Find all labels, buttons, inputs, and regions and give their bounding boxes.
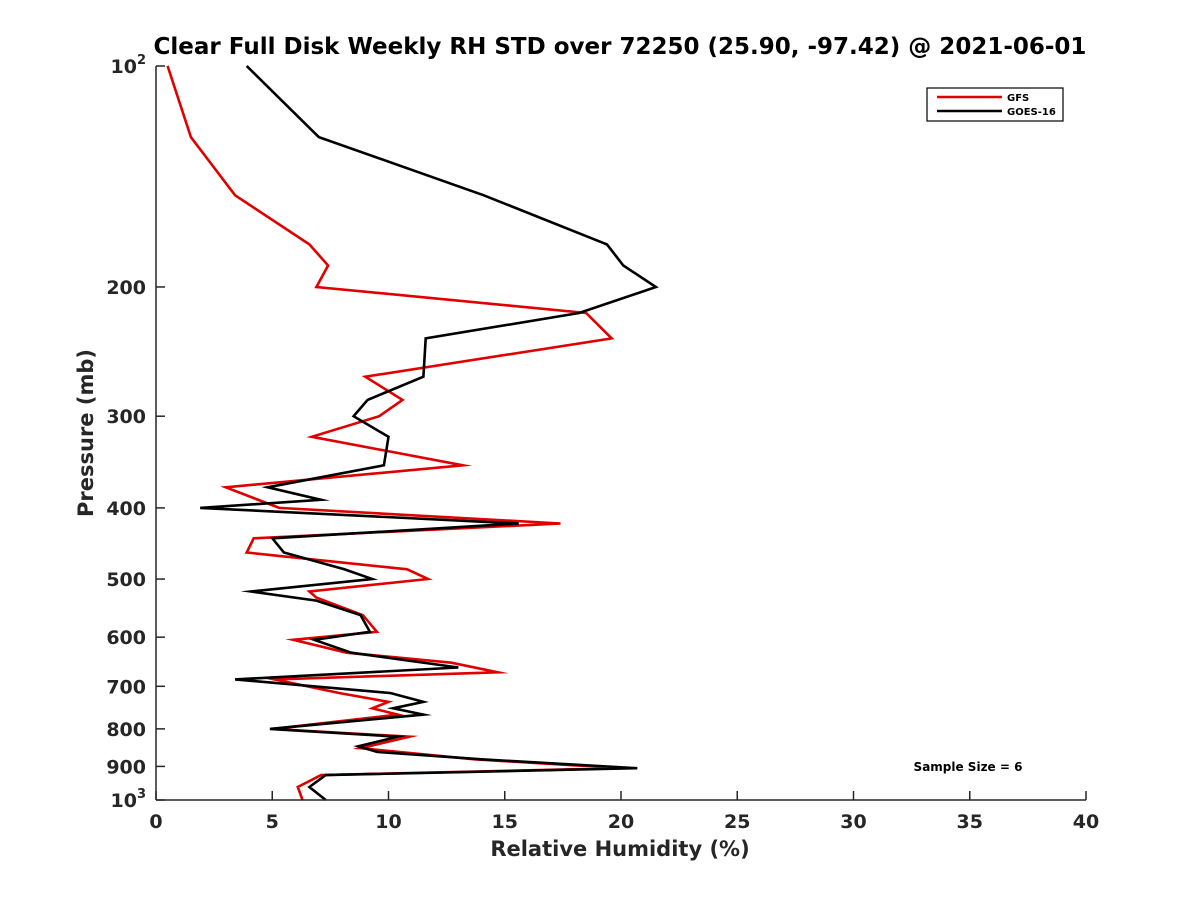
y-tick-label: 102 — [111, 53, 147, 78]
axes-layer: 0 5 10 15 20 25 30 35 40 102 200 300 400 500 600 700 800… — [106, 53, 1099, 833]
legend: GFS GOES-16 — [926, 87, 1064, 122]
y-tick-label: 800 — [106, 719, 146, 741]
chart-title: Clear Full Disk Weekly RH STD over 72250… — [154, 34, 1087, 60]
x-tick-label: 0 — [149, 811, 162, 833]
y-tick-label: 900 — [106, 756, 146, 778]
legend-label-gfs: GFS — [1007, 93, 1029, 104]
y-tick-label: 600 — [106, 627, 146, 649]
legend-box — [926, 87, 1064, 122]
x-tick-label: 10 — [375, 811, 401, 833]
x-tick-label: 40 — [1073, 811, 1099, 833]
y-tick-label: 400 — [106, 498, 146, 520]
x-tick-label: 35 — [957, 811, 983, 833]
series-layer — [166, 65, 659, 802]
x-tick-label: 30 — [840, 811, 866, 833]
axes-background — [156, 66, 1086, 800]
x-axis-title: Relative Humidity (%) — [490, 837, 749, 861]
x-tick-label: 25 — [724, 811, 750, 833]
sample-size-annotation: Sample Size = 6 — [914, 760, 1023, 774]
y-tick-label: 103 — [111, 787, 147, 812]
legend-label-goes-16: GOES-16 — [1007, 107, 1056, 118]
plot-area — [156, 66, 1086, 800]
x-tick-label: 5 — [266, 811, 279, 833]
series-line-goes-16 — [200, 65, 659, 802]
x-tick-label: 15 — [492, 811, 518, 833]
x-tick-label: 20 — [608, 811, 634, 833]
y-tick-label: 500 — [106, 569, 146, 591]
y-axis-title: Pressure (mb) — [74, 349, 98, 517]
y-tick-label: 300 — [106, 406, 146, 428]
y-tick-label: 700 — [106, 676, 146, 698]
y-tick-label: 200 — [106, 277, 146, 299]
